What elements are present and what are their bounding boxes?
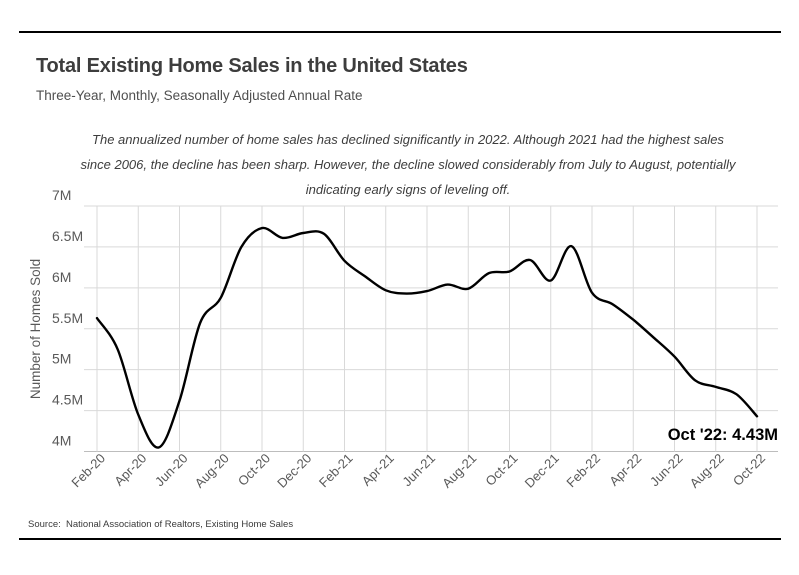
source-note: Source: National Association of Realtors… <box>28 519 294 530</box>
x-tick-label: Jun-21 <box>399 451 438 490</box>
x-tick-label: Feb-20 <box>68 451 108 491</box>
y-tick-label: 4.5M <box>52 392 83 408</box>
x-tick-label: Dec-21 <box>522 451 562 491</box>
x-tick-label: Aug-22 <box>687 451 727 491</box>
y-tick-label: 5M <box>52 351 71 367</box>
y-tick-label: 7M <box>52 187 71 203</box>
x-tick-label: Apr-20 <box>111 451 149 489</box>
x-tick-label: Apr-22 <box>606 451 644 489</box>
x-tick-label: Dec-20 <box>274 451 314 491</box>
x-tick-label: Oct-21 <box>482 451 520 489</box>
annotation-line-3: indicating early signs of leveling off. <box>305 182 511 197</box>
x-tick-label: Jun-20 <box>152 451 191 490</box>
y-tick-label: 6.5M <box>52 228 83 244</box>
y-tick-label: 4M <box>52 433 71 449</box>
y-axis-title: Number of Homes Sold <box>28 259 43 399</box>
x-tick-label: Feb-22 <box>563 451 603 491</box>
x-tick-label: Apr-21 <box>359 451 397 489</box>
x-tick-label: Oct-22 <box>730 451 768 489</box>
x-tick-label: Jun-22 <box>647 451 686 490</box>
y-axis-tick-labels: 7M 6.5M 6M 5.5M 5M 4.5M 4M <box>52 187 83 449</box>
x-tick-label: Aug-20 <box>192 451 232 491</box>
annotation-line-2: since 2006, the decline has been sharp. … <box>80 157 736 172</box>
y-tick-label: 5.5M <box>52 310 83 326</box>
x-tick-label: Feb-21 <box>316 451 356 491</box>
annotation-line-1: The annualized number of home sales has … <box>92 132 724 147</box>
page-subtitle: Three-Year, Monthly, Seasonally Adjusted… <box>36 88 363 103</box>
gridlines <box>84 205 778 452</box>
x-tick-label: Aug-21 <box>439 451 479 491</box>
x-tick-label: Oct-20 <box>235 451 273 489</box>
y-tick-label: 6M <box>52 269 71 285</box>
top-rule <box>19 31 781 33</box>
sales-line <box>95 226 759 449</box>
x-axis-tick-labels: Feb-20 Apr-20 Jun-20 Aug-20 Oct-20 Dec-20 Feb-… <box>68 451 768 491</box>
last-point-label: Oct '22: 4.43M <box>668 426 778 444</box>
chart-annotation: The annualized number of home sales has … <box>60 127 756 202</box>
page-title: Total Existing Home Sales in the United … <box>36 55 468 77</box>
bottom-rule <box>19 538 781 540</box>
